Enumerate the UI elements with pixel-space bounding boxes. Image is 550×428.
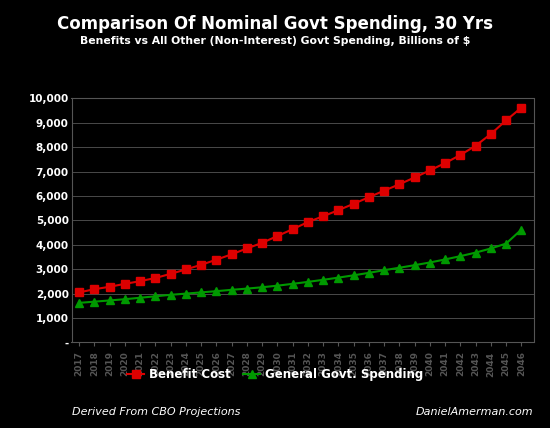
Text: Comparison Of Nominal Govt Spending, 30 Yrs: Comparison Of Nominal Govt Spending, 30 … [57,15,493,33]
Benefit Cost [76,290,82,295]
Line: General Govt. Spending: General Govt. Spending [75,226,525,307]
General Govt. Spending [350,273,357,278]
Text: DanielAmerman.com: DanielAmerman.com [416,407,534,417]
General Govt. Spending [152,294,158,299]
General Govt. Spending [503,241,509,246]
General Govt. Spending [366,270,372,276]
General Govt. Spending [91,299,98,304]
Benefit Cost [183,267,189,272]
General Govt. Spending [320,277,326,282]
Benefit Cost [305,220,311,225]
General Govt. Spending [274,283,280,288]
Benefit Cost [381,188,387,193]
Benefit Cost [335,208,342,213]
General Govt. Spending [259,285,266,290]
Benefit Cost [228,252,235,257]
General Govt. Spending [426,260,433,265]
Legend: Benefit Cost, General Govt. Spending: Benefit Cost, General Govt. Spending [122,363,428,386]
General Govt. Spending [518,227,525,232]
Benefit Cost [91,287,98,292]
Line: Benefit Cost: Benefit Cost [75,104,525,297]
General Govt. Spending [396,265,403,270]
General Govt. Spending [122,297,128,302]
Benefit Cost [122,281,128,286]
Benefit Cost [198,262,205,268]
General Govt. Spending [472,250,479,255]
Benefit Cost [350,201,357,206]
General Govt. Spending [167,292,174,297]
Benefit Cost [137,279,144,284]
General Govt. Spending [244,286,250,291]
General Govt. Spending [198,290,205,295]
General Govt. Spending [457,254,464,259]
General Govt. Spending [442,257,448,262]
General Govt. Spending [381,268,387,273]
General Govt. Spending [183,291,189,296]
Benefit Cost [213,257,219,262]
Text: Benefits vs All Other (Non-Interest) Govt Spending, Billions of $: Benefits vs All Other (Non-Interest) Gov… [80,36,470,46]
Benefit Cost [106,284,113,289]
Benefit Cost [487,131,494,137]
Benefit Cost [411,175,418,180]
General Govt. Spending [335,275,342,280]
Benefit Cost [259,240,266,245]
Benefit Cost [274,233,280,238]
Benefit Cost [366,195,372,200]
Benefit Cost [320,214,326,219]
Benefit Cost [167,271,174,276]
General Govt. Spending [289,281,296,286]
General Govt. Spending [487,246,494,251]
Benefit Cost [442,160,448,166]
General Govt. Spending [228,287,235,292]
General Govt. Spending [411,263,418,268]
General Govt. Spending [305,279,311,285]
General Govt. Spending [137,295,144,300]
Benefit Cost [244,246,250,251]
Benefit Cost [457,152,464,158]
Benefit Cost [152,276,158,281]
General Govt. Spending [106,298,113,303]
Benefit Cost [518,105,525,110]
General Govt. Spending [76,300,82,306]
General Govt. Spending [213,288,219,294]
Benefit Cost [396,182,403,187]
Text: Derived From CBO Projections: Derived From CBO Projections [72,407,240,417]
Benefit Cost [289,227,296,232]
Benefit Cost [503,118,509,123]
Benefit Cost [426,168,433,173]
Benefit Cost [472,143,479,149]
